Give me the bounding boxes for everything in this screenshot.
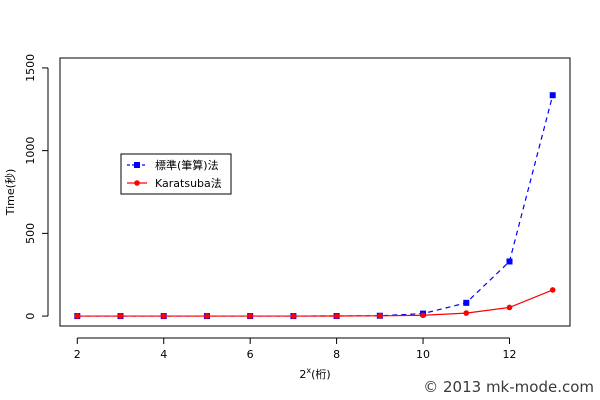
x-tick-label: 8 [333,348,340,361]
y-axis-label: Time(秒) [3,169,17,217]
x-axis-label-superscript: x [306,366,311,375]
x-tick-label: 2 [74,348,81,361]
series-2-point [333,313,340,319]
series-2-point [377,313,383,319]
watermark: © 2013 mk-mode.com [423,378,594,396]
y-tick-label: 1500 [24,54,37,82]
series-2 [74,287,556,319]
series-2-point [160,313,167,319]
series-2-point [463,310,470,316]
legend-label: 標準(筆算)法 [155,158,219,172]
series-2-point [549,287,556,293]
series-2-point [117,313,124,319]
series-1-point [506,258,513,265]
chart-marks [74,92,556,320]
x-tick-label: 6 [247,348,254,361]
plot-frame [59,57,571,327]
series-2-point [247,313,253,319]
y-tick-label: 500 [24,223,37,244]
legend-label: Karatsuba法 [155,176,222,190]
x-axis-label-unit: (桁) [311,367,331,381]
x-tick-label: 4 [160,348,167,361]
x-axis-label-base: 2 [299,368,306,381]
y-tick-label: 0 [24,313,37,320]
series-2-point [74,313,81,319]
chart-axes: 2 4 6 8 10 12 0 500 1000 1500 [24,54,516,361]
series-2-line [77,289,553,317]
series-1-point [463,299,470,306]
x-tick-label: 12 [502,348,516,361]
series-2-point [506,304,513,311]
legend: 標準(筆算)法 Karatsuba法 [120,153,232,195]
legend-box [120,153,232,195]
y-tick-label: 1000 [24,137,37,165]
series-2-point [204,313,210,319]
x-axis-label: 2x(桁) [299,366,330,381]
legend-swatch-marker [134,162,140,168]
series-2-point [290,313,297,319]
series-2-point [420,312,426,319]
legend-swatch-marker [134,180,140,186]
x-tick-label: 10 [416,348,430,361]
series-1-point [549,92,556,99]
